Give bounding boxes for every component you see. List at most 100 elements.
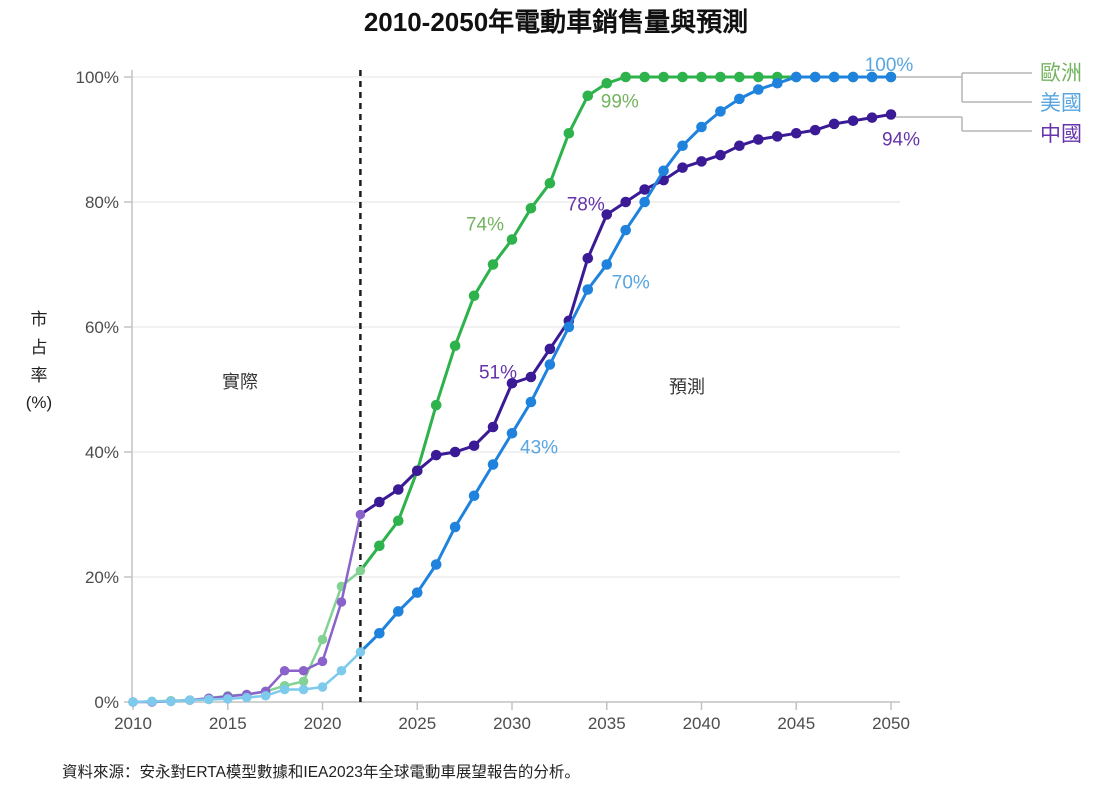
europe-forecast-point xyxy=(374,540,385,552)
china-forecast-point xyxy=(734,140,745,152)
data-series xyxy=(128,71,897,707)
y-tick-label: 20% xyxy=(85,568,119,587)
china-forecast-point xyxy=(828,118,840,130)
china-forecast-point xyxy=(885,109,897,120)
x-tick-label: 2015 xyxy=(209,714,247,733)
europe-forecast-point xyxy=(677,71,688,83)
series-china xyxy=(128,109,897,707)
usa-forecast-point xyxy=(430,559,442,570)
china-actual-point xyxy=(336,597,347,607)
europe-forecast-point xyxy=(525,202,537,214)
usa-value-label: 100% xyxy=(865,55,914,76)
usa-actual-point xyxy=(147,696,157,707)
x-tick-label: 2050 xyxy=(872,714,910,733)
legend-label-china: 中國 xyxy=(1040,123,1082,146)
usa-actual-point xyxy=(355,647,366,657)
europe-actual-point xyxy=(355,565,366,576)
usa-forecast-point xyxy=(544,359,556,370)
europe-actual-point xyxy=(298,676,309,687)
europe-forecast-point xyxy=(639,71,650,83)
usa-forecast-point xyxy=(582,284,594,295)
legend-connectors xyxy=(896,72,1032,132)
usa-actual-point xyxy=(166,696,176,707)
europe-forecast-point xyxy=(430,399,442,411)
usa-actual-point xyxy=(128,697,138,707)
europe-forecast-line xyxy=(359,75,891,572)
china-forecast-point xyxy=(506,377,518,389)
usa-actual-point xyxy=(317,682,328,692)
europe-forecast-point xyxy=(487,259,499,270)
legend-label-usa: 美國 xyxy=(1040,92,1082,115)
usa-forecast-point xyxy=(374,627,385,639)
china-forecast-point xyxy=(677,162,688,173)
china-forecast-point xyxy=(753,134,764,145)
x-tick-label: 2025 xyxy=(398,714,436,733)
china-actual-point xyxy=(279,665,290,676)
europe-forecast-point xyxy=(734,71,745,83)
usa-forecast-point xyxy=(866,71,878,83)
source-note: 資料來源：安永對ERTA模型數據和IEA2023年全球電動車展望報告的分析。 xyxy=(62,763,580,781)
axes: 2010 2015 2020 2025 2030 2035 2040 2045 2050 xyxy=(114,70,910,733)
usa-forecast-point xyxy=(563,321,575,333)
usa-forecast-point xyxy=(411,587,423,598)
china-forecast-point xyxy=(525,371,537,383)
usa-forecast-point xyxy=(885,71,897,83)
usa-forecast-point xyxy=(525,396,537,408)
china-forecast-point xyxy=(772,131,783,142)
usa-forecast-point xyxy=(449,521,461,533)
china-actual-point xyxy=(298,665,309,676)
europe-forecast-point xyxy=(506,234,518,245)
x-tick-label: 2045 xyxy=(777,714,815,733)
usa-forecast-point xyxy=(753,84,764,95)
usa-forecast-point xyxy=(696,121,707,133)
europe-value-label: 99% xyxy=(601,91,639,112)
china-forecast-point xyxy=(468,440,480,452)
china-forecast-point xyxy=(430,449,442,461)
y-tick-label: 60% xyxy=(85,318,119,337)
china-actual-line xyxy=(133,514,362,704)
usa-forecast-point xyxy=(809,71,821,83)
data-labels: 74% 99% 51% 78% 94% 43% 70% 100% xyxy=(466,55,920,458)
usa-actual-point xyxy=(260,690,271,701)
legend-label-europe: 歐洲 xyxy=(1040,62,1082,85)
usa-forecast-point xyxy=(468,490,480,502)
usa-forecast-point xyxy=(772,77,783,89)
china-forecast-point xyxy=(449,446,461,458)
china-forecast-point xyxy=(582,252,594,264)
china-forecast-point xyxy=(847,115,859,127)
china-forecast-point xyxy=(715,149,726,161)
china-forecast-point xyxy=(790,127,802,139)
usa-forecast-point xyxy=(734,93,745,105)
europe-forecast-point xyxy=(620,71,631,83)
y-axis-title: (%) xyxy=(26,393,52,412)
usa-actual-point xyxy=(336,665,347,676)
forecast-region-label: 預測 xyxy=(669,377,705,397)
y-tick-label: 100% xyxy=(76,68,119,87)
china-forecast-point xyxy=(866,112,878,123)
europe-forecast-point xyxy=(658,71,669,83)
usa-forecast-point xyxy=(601,259,613,270)
usa-actual-point xyxy=(185,695,195,705)
page-title: 2010-2050年電動車銷售量與預測 xyxy=(364,7,748,37)
china-forecast-point xyxy=(374,496,385,508)
china-actual-point xyxy=(355,509,366,520)
x-tick-label: 2030 xyxy=(493,714,531,733)
usa-actual-point xyxy=(298,684,309,695)
usa-forecast-point xyxy=(847,71,859,83)
europe-actual-point xyxy=(317,634,328,645)
usa-value-label: 43% xyxy=(520,437,558,458)
usa-forecast-point xyxy=(620,224,631,236)
usa-forecast-point xyxy=(487,459,499,470)
china-forecast-point xyxy=(809,124,821,136)
gridlines: 0% 20% 40% 60% 80% 100% xyxy=(76,68,900,712)
europe-forecast-point xyxy=(468,290,480,302)
usa-forecast-point xyxy=(677,140,688,152)
europe-forecast-point xyxy=(601,77,613,89)
china-forecast-point xyxy=(411,465,423,477)
y-tick-label: 40% xyxy=(85,443,119,462)
europe-forecast-point xyxy=(582,90,594,102)
china-forecast-point xyxy=(696,156,707,167)
china-forecast-point xyxy=(620,196,631,208)
x-tick-label: 2040 xyxy=(683,714,721,733)
